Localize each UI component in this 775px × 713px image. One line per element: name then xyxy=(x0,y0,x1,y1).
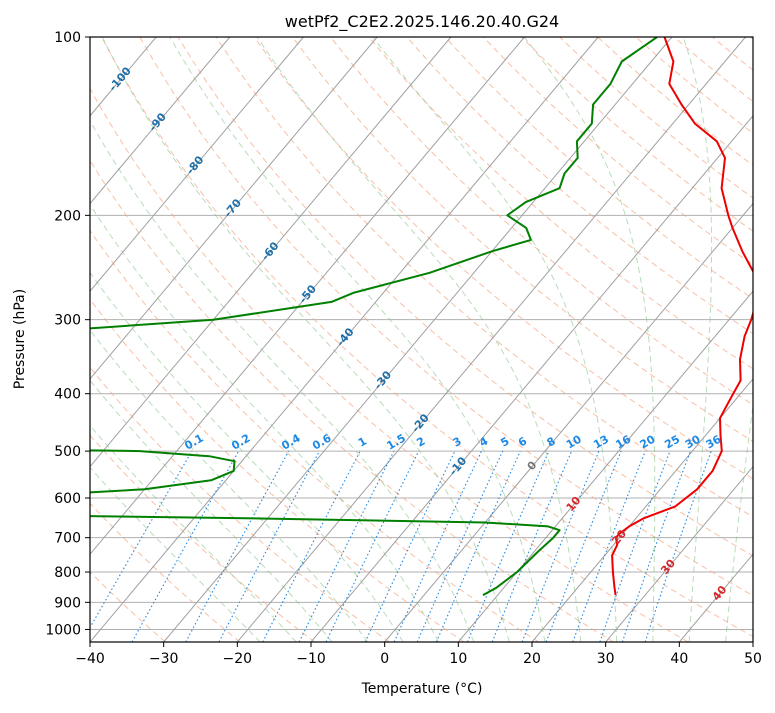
y-tick-label: 600 xyxy=(54,491,81,507)
y-tick-label: 100 xyxy=(54,30,81,46)
chart-title: wetPf2_C2E2.2025.146.20.40.G24 xyxy=(285,12,559,32)
y-tick-label: 1000 xyxy=(45,622,81,638)
y-tick-label: 500 xyxy=(54,444,81,460)
y-tick-label: 800 xyxy=(54,565,81,581)
dry-adiabat xyxy=(750,37,775,642)
x-axis-label: Temperature (°C) xyxy=(361,681,483,697)
x-tick-label: 30 xyxy=(597,651,615,667)
x-tick-label: −30 xyxy=(149,651,179,667)
x-tick-label: −40 xyxy=(75,651,105,667)
x-tick-label: −10 xyxy=(296,651,326,667)
x-tick-label: 0 xyxy=(380,651,389,667)
y-tick-label: 200 xyxy=(54,208,81,224)
y-tick-label: 700 xyxy=(54,531,81,547)
x-tick-label: 40 xyxy=(670,651,688,667)
y-tick-label: 900 xyxy=(54,595,81,611)
y-tick-label: 300 xyxy=(54,313,81,329)
x-tick-label: 50 xyxy=(744,651,762,667)
x-tick-label: 20 xyxy=(523,651,541,667)
plot-background xyxy=(90,37,753,642)
isotherm xyxy=(0,37,9,642)
y-axis-label: Pressure (hPa) xyxy=(12,289,28,389)
isotherm xyxy=(753,37,775,642)
x-tick-label: 10 xyxy=(449,651,467,667)
x-tick-label: −20 xyxy=(223,651,253,667)
y-tick-label: 400 xyxy=(54,387,81,403)
